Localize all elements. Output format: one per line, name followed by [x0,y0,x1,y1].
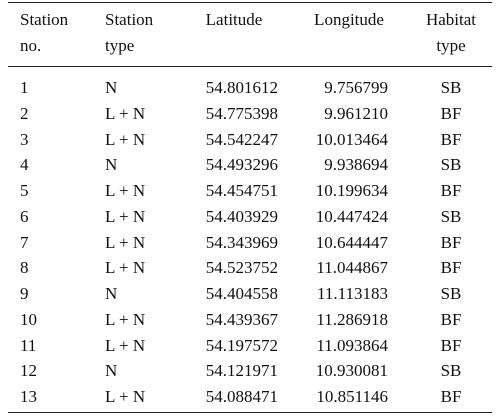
table-cell: 54.197572 [205,335,278,355]
header-cell: type [436,36,466,55]
table-cell: 13 [20,387,37,406]
table-cell: 9.961210 [324,103,388,123]
table-cell: BF [440,387,462,406]
header-cell: Station [105,10,154,29]
bottom-rule [8,412,492,414]
header-rule [8,66,492,67]
table-cell: L + N [105,103,146,123]
table-cell: 11.093864 [316,335,388,355]
table-cell: 1 [20,78,29,97]
table-cell: L + N [105,232,146,252]
header-cell: Station [20,10,69,29]
table-cell: 11 [20,335,37,355]
table-cell: N [105,284,118,303]
table-cell: SB [440,284,462,303]
table-cell: 10.851146 [316,387,388,406]
table-cell: 2 [20,103,29,123]
table-cell: BF [440,258,462,278]
table-cell: N [105,361,118,381]
table-cell: 54.343969 [205,232,278,252]
table-cell: 7 [20,232,29,252]
table-cell: N [105,155,118,175]
table-cell: 11.113183 [317,284,388,303]
table-cell: 54.088471 [205,387,278,406]
table-cell: SB [440,155,462,175]
table-cell: 10.013464 [315,129,388,149]
table-cell: 8 [20,258,29,278]
table-cell: L + N [105,181,146,200]
table-cell: L + N [105,129,146,149]
table-cell: 54.493296 [205,155,278,175]
table-cell: 54.775398 [205,103,278,123]
table-cell: 4 [20,155,29,175]
header-cell: type [105,36,135,55]
header-cell: no. [20,36,42,55]
table-cell: 54.542247 [205,129,278,149]
table-cell: L + N [105,387,146,406]
table-cell: 54.454751 [205,181,278,200]
table-cell: 11.044867 [316,258,388,278]
table-cell: 10.644447 [315,232,388,252]
top-rule [8,2,492,4]
table-cell: L + N [105,335,146,355]
table-cell: BF [440,103,462,123]
table-cell: 10.447424 [315,206,388,226]
header-cell: Latitude [205,10,263,29]
table-cell: 54.523752 [205,258,278,278]
header-cell: Habitat [425,10,477,29]
table-cell: L + N [105,206,146,226]
table-cell: 10.199634 [315,181,388,200]
table-cell: 9.938694 [324,155,388,175]
table-cell: 54.439367 [205,309,278,329]
table-cell: 54.121971 [205,361,278,381]
table-cell: 54.801612 [205,78,278,97]
table-cell: SB [440,78,462,97]
table-cell: BF [440,181,462,200]
table-cell: N [105,78,118,97]
table-cell: L + N [105,309,146,329]
table-cell: 6 [20,206,29,226]
table-cell: BF [440,335,462,355]
table-cell: 9 [20,284,29,303]
table-cell: 11.286918 [316,309,388,329]
table-cell: BF [440,309,462,329]
table-cell: BF [440,232,462,252]
table-cell: 3 [20,129,29,149]
table-cell: SB [440,206,462,226]
header-cell: Longitude [314,10,384,29]
table-cell: 10 [20,309,37,329]
table-cell: 54.403929 [205,206,278,226]
table-cell: SB [440,361,462,381]
table-cell: BF [440,129,462,149]
table-cell: L + N [105,258,146,278]
table-cell: 9.756799 [324,78,388,97]
table-cell: 10.930081 [315,361,388,381]
table-cell: 12 [20,361,37,381]
table-cell: 54.404558 [205,284,278,303]
table-cell: 5 [20,181,29,200]
